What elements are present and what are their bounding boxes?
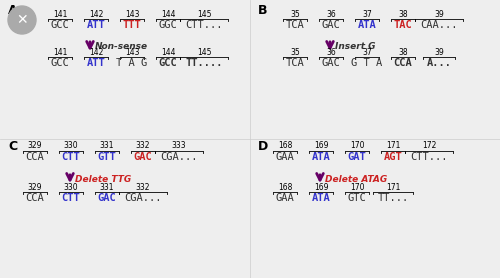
- Text: 145: 145: [197, 48, 211, 56]
- Text: Non-sense: Non-sense: [95, 42, 148, 51]
- Text: 332: 332: [136, 142, 150, 150]
- Text: 330: 330: [64, 182, 78, 192]
- Text: 170: 170: [350, 142, 364, 150]
- Text: ATA: ATA: [312, 193, 330, 203]
- Text: 329: 329: [28, 142, 42, 150]
- Text: GGC: GGC: [158, 20, 178, 30]
- Text: CTT: CTT: [62, 193, 80, 203]
- Text: B: B: [258, 4, 268, 17]
- Text: GAT: GAT: [348, 152, 366, 162]
- Text: GAC: GAC: [322, 58, 340, 68]
- Text: 168: 168: [278, 142, 292, 150]
- Text: 171: 171: [386, 182, 400, 192]
- Text: 170: 170: [350, 182, 364, 192]
- Text: 330: 330: [64, 142, 78, 150]
- Text: CTT...: CTT...: [410, 152, 448, 162]
- Text: C: C: [8, 140, 17, 153]
- Text: ATT: ATT: [86, 20, 106, 30]
- Text: 142: 142: [89, 9, 103, 19]
- Text: 37: 37: [362, 9, 372, 19]
- Text: ✕: ✕: [16, 13, 28, 27]
- Text: GAA: GAA: [276, 193, 294, 203]
- Text: 39: 39: [434, 48, 444, 56]
- Text: 35: 35: [290, 48, 300, 56]
- Text: CCA: CCA: [26, 152, 44, 162]
- Text: CTT...: CTT...: [185, 20, 223, 30]
- Text: Delete TTG: Delete TTG: [75, 175, 131, 183]
- Text: D: D: [258, 140, 268, 153]
- Text: GCC: GCC: [158, 58, 178, 68]
- Text: 331: 331: [100, 182, 114, 192]
- Text: A...: A...: [426, 58, 452, 68]
- Text: 329: 329: [28, 182, 42, 192]
- Text: Insert G: Insert G: [335, 42, 376, 51]
- Text: 36: 36: [326, 48, 336, 56]
- Text: 144: 144: [161, 9, 176, 19]
- Text: G T A: G T A: [352, 58, 382, 68]
- Text: TTT: TTT: [122, 20, 142, 30]
- Text: 169: 169: [314, 142, 328, 150]
- Text: 38: 38: [398, 48, 408, 56]
- Text: 143: 143: [125, 9, 139, 19]
- Text: ATT: ATT: [86, 58, 106, 68]
- Text: AGT: AGT: [384, 152, 402, 162]
- Text: 141: 141: [53, 48, 67, 56]
- Text: CAA...: CAA...: [420, 20, 458, 30]
- Text: 35: 35: [290, 9, 300, 19]
- Text: TAC: TAC: [394, 20, 412, 30]
- Text: CCA: CCA: [394, 58, 412, 68]
- Text: 37: 37: [362, 48, 372, 56]
- Text: GAC: GAC: [322, 20, 340, 30]
- Text: CGA...: CGA...: [124, 193, 162, 203]
- Text: GTT: GTT: [98, 152, 116, 162]
- Text: GCC: GCC: [50, 58, 70, 68]
- Text: 171: 171: [386, 142, 400, 150]
- Text: ATA: ATA: [358, 20, 376, 30]
- Text: 145: 145: [197, 9, 211, 19]
- Text: 142: 142: [89, 48, 103, 56]
- Text: A: A: [8, 4, 18, 17]
- Text: 169: 169: [314, 182, 328, 192]
- Text: 39: 39: [434, 9, 444, 19]
- Text: GAC: GAC: [134, 152, 152, 162]
- Text: Delete ATAG: Delete ATAG: [325, 175, 387, 183]
- Text: GTC: GTC: [348, 193, 366, 203]
- Text: TCA: TCA: [286, 20, 304, 30]
- Text: 36: 36: [326, 9, 336, 19]
- Text: CTT: CTT: [62, 152, 80, 162]
- Text: 38: 38: [398, 9, 408, 19]
- Text: 332: 332: [136, 182, 150, 192]
- Text: CCA: CCA: [26, 193, 44, 203]
- Text: 333: 333: [172, 142, 186, 150]
- Text: GCC: GCC: [50, 20, 70, 30]
- Text: CGA...: CGA...: [160, 152, 198, 162]
- Text: 141: 141: [53, 9, 67, 19]
- Text: T A G: T A G: [116, 58, 148, 68]
- Text: GAA: GAA: [276, 152, 294, 162]
- Text: TCA: TCA: [286, 58, 304, 68]
- Text: TT....: TT....: [185, 58, 223, 68]
- Text: 331: 331: [100, 142, 114, 150]
- Text: 168: 168: [278, 182, 292, 192]
- Text: TT...: TT...: [378, 193, 408, 203]
- Text: 143: 143: [125, 48, 139, 56]
- Circle shape: [8, 6, 36, 34]
- Text: 172: 172: [422, 142, 436, 150]
- Text: ATA: ATA: [312, 152, 330, 162]
- Text: GAC: GAC: [98, 193, 116, 203]
- Text: 144: 144: [161, 48, 176, 56]
